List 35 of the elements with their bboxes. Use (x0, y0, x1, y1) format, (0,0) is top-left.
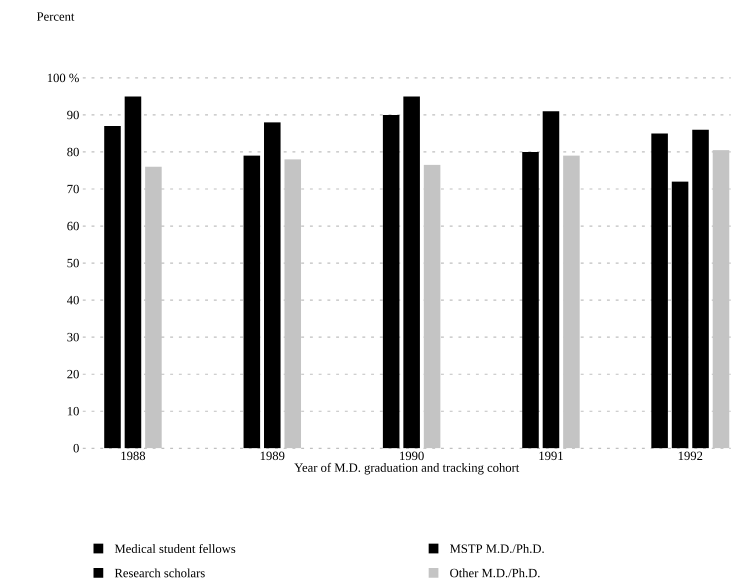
legend-label: MSTP M.D./Ph.D. (450, 544, 544, 554)
y-tick-label: 20 (67, 370, 79, 379)
y-tick-label: 90 (67, 110, 79, 120)
y-axis-title: Percent (36, 12, 74, 21)
bar (284, 160, 302, 448)
bar (424, 165, 440, 448)
bar (403, 96, 420, 448)
x-tick-label: 1992 (678, 452, 702, 460)
x-tick-label: 1989 (260, 452, 284, 460)
x-tick-label: 1988 (121, 452, 146, 460)
legend-label: Medical student fellows (114, 544, 236, 554)
y-tick-label: 50 (67, 259, 79, 268)
bar (124, 96, 142, 448)
bar (522, 152, 539, 448)
bar (651, 134, 668, 448)
x-axis-title: Year of M.D. graduation and tracking cohort (294, 463, 520, 475)
bar (145, 167, 162, 448)
x-tick-label: 1990 (400, 452, 424, 460)
legend-label: Other M.D./Ph.D. (450, 568, 540, 578)
y-tick-label: 70 (68, 184, 79, 194)
y-tick-label: 80 (67, 148, 79, 156)
y-tick-label: 40 (66, 296, 79, 305)
y-tick-label: 10 (68, 407, 79, 416)
bar (382, 115, 400, 448)
y-tick-label: 100 % (48, 74, 79, 82)
bar (244, 156, 260, 448)
y-tick-label: 0 (74, 444, 79, 453)
bar (563, 156, 580, 448)
bar (264, 122, 281, 448)
y-tick-label: 60 (67, 222, 79, 230)
bar (104, 126, 121, 448)
bar (542, 111, 560, 448)
y-tick-label: 30 (67, 333, 79, 342)
legend-label: Research scholars (114, 568, 205, 578)
x-tick-label: 1991 (539, 452, 563, 460)
